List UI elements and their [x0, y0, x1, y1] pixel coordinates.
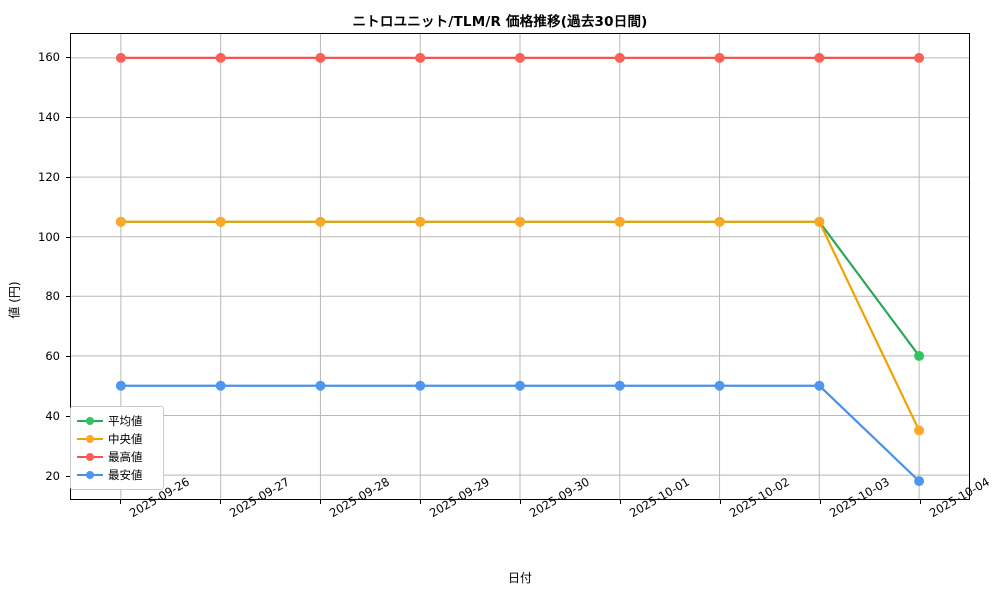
data-point-marker [814, 52, 825, 63]
data-point-marker [415, 380, 426, 391]
data-point-marker [415, 216, 426, 227]
y-tick-label: 140 [38, 109, 60, 124]
y-tick-mark [66, 56, 70, 58]
y-tick-label: 160 [38, 49, 60, 64]
y-tick-label: 100 [38, 229, 60, 244]
y-tick-label: 20 [45, 469, 60, 484]
legend-item[interactable]: 最安値 [77, 466, 157, 484]
y-tick-mark [66, 176, 70, 178]
x-tick-mark [620, 500, 621, 504]
data-point-marker [215, 380, 226, 391]
data-point-marker [315, 216, 326, 227]
legend-item[interactable]: 平均値 [77, 412, 157, 430]
legend-item[interactable]: 中央値 [77, 430, 157, 448]
y-tick-mark [66, 476, 70, 478]
data-point-marker [315, 380, 326, 391]
data-point-marker [415, 52, 426, 63]
legend-item[interactable]: 最高値 [77, 448, 157, 466]
legend-label: 中央値 [108, 432, 143, 446]
legend-label: 最高値 [108, 450, 143, 464]
data-point-marker [614, 216, 625, 227]
data-point-marker [914, 425, 925, 436]
y-tick-mark [66, 296, 70, 298]
y-tick-label: 120 [38, 169, 60, 184]
x-axis-label: 日付 [507, 571, 532, 585]
data-point-marker [115, 52, 126, 63]
x-tick-mark [320, 500, 321, 504]
x-tick-mark [220, 500, 221, 504]
y-tick-mark [66, 416, 70, 418]
series-line [119, 220, 921, 358]
data-point-marker [614, 52, 625, 63]
legend-label: 最安値 [108, 468, 143, 482]
legend-swatch-icon [77, 451, 103, 463]
data-point-marker [115, 380, 126, 391]
data-series-layer [115, 52, 925, 487]
data-point-marker [714, 216, 725, 227]
legend-label: 平均値 [108, 414, 143, 428]
legend-swatch-icon [77, 433, 103, 445]
data-point-marker [614, 380, 625, 391]
series-line [119, 384, 921, 483]
chart-title: ニトロユニット/TLM/R 価格推移(過去30日間) [352, 14, 648, 30]
data-point-marker [115, 216, 126, 227]
series-line [119, 220, 921, 432]
legend-swatch-icon [77, 469, 103, 481]
data-point-marker [215, 216, 226, 227]
grid-lines [71, 34, 969, 499]
y-tick-mark [66, 236, 70, 238]
plot-area [70, 33, 970, 500]
data-point-marker [515, 380, 525, 391]
x-tick-mark [420, 500, 421, 504]
data-point-marker [315, 52, 326, 63]
data-point-marker [814, 216, 825, 227]
legend-swatch-icon [77, 415, 103, 427]
y-tick-label: 40 [45, 409, 60, 424]
data-point-marker [215, 52, 226, 63]
data-point-marker [914, 476, 925, 487]
data-point-marker [515, 52, 525, 63]
data-point-marker [714, 380, 725, 391]
data-point-marker [714, 52, 725, 63]
data-point-marker [515, 216, 525, 227]
data-point-marker [914, 350, 925, 361]
y-tick-label: 60 [45, 349, 60, 364]
data-point-marker [814, 380, 825, 391]
data-point-marker [914, 52, 925, 63]
y-tick-label: 80 [45, 289, 60, 304]
chart-legend: 平均値中央値最高値最安値 [70, 406, 164, 490]
x-tick-mark [520, 500, 521, 504]
x-tick-mark [820, 500, 821, 504]
y-tick-mark [66, 356, 70, 358]
x-tick-mark [920, 500, 921, 504]
y-tick-mark [66, 116, 70, 118]
x-tick-mark [120, 500, 121, 504]
x-tick-mark [720, 500, 721, 504]
